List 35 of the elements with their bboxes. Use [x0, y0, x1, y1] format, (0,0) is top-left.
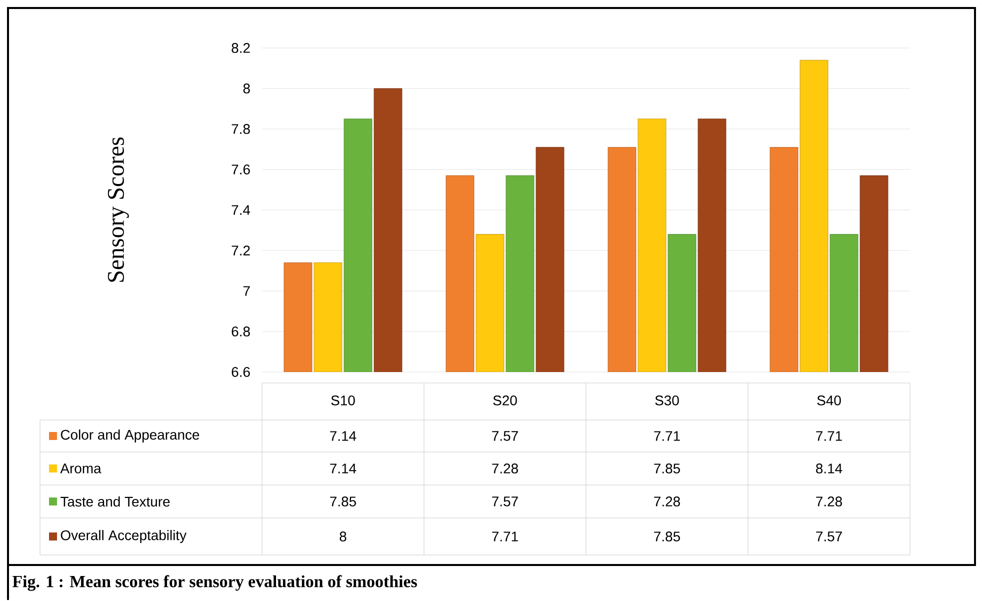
- x-tick-label: S30: [655, 395, 679, 406]
- caption: Fig. 1 : Mean scores for sensory evaluation of smoothies: [12, 575, 417, 591]
- legend-label: Overall Acceptability: [60, 530, 187, 543]
- y-tick-label: 8.2: [232, 43, 250, 53]
- data-label: 7.57: [492, 496, 518, 506]
- data-label: 8: [340, 532, 346, 542]
- legend-label: Color and Appearance: [60, 429, 200, 442]
- y-tick-label: 6.8: [232, 326, 250, 336]
- x-tick-label: S40: [817, 395, 841, 406]
- y-tick-label: 7.2: [232, 246, 250, 256]
- data-label: 7.71: [654, 431, 680, 441]
- data-label: 7.85: [654, 464, 680, 474]
- data-label: 7.85: [330, 496, 356, 506]
- y-tick-label: 7.4: [232, 205, 250, 215]
- data-label: 7.71: [816, 431, 842, 441]
- y-tick-label: 7: [243, 286, 250, 296]
- data-label: 7.71: [492, 532, 518, 542]
- data-label: 8.14: [816, 464, 842, 474]
- data-label: 7.28: [492, 464, 518, 474]
- y-tick-label: 7.8: [232, 124, 250, 134]
- x-tick-label: S20: [493, 395, 517, 406]
- y-tick-label: 8: [243, 84, 250, 94]
- data-label: 7.14: [330, 431, 356, 441]
- x-tick-label: S10: [331, 395, 355, 406]
- y-tick-label: 7.6: [232, 164, 250, 174]
- legend-label: Taste and Texture: [60, 496, 170, 507]
- y-axis-title: Sensory Scores: [108, 137, 129, 282]
- data-label: 7.14: [330, 464, 356, 474]
- data-label: 7.85: [654, 532, 680, 542]
- y-tick-label: 6.6: [232, 367, 250, 377]
- data-label: 7.57: [816, 532, 842, 542]
- legend-label: Aroma: [60, 464, 102, 474]
- data-label: 7.57: [492, 431, 518, 441]
- data-label: 7.28: [654, 496, 680, 506]
- data-label: 7.28: [816, 496, 842, 506]
